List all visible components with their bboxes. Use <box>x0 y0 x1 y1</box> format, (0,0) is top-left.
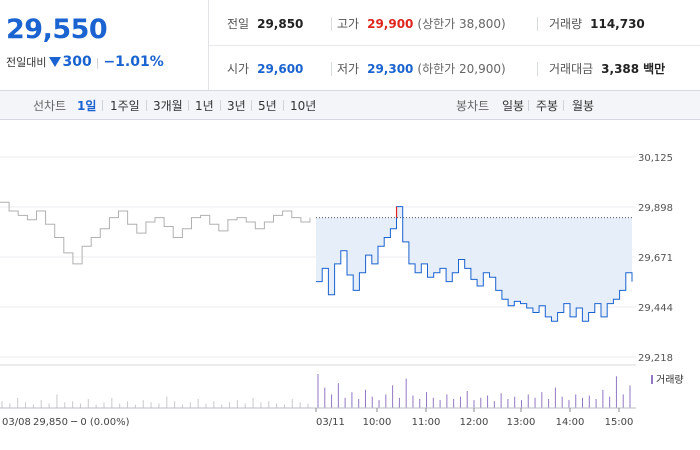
change-label: 전일대비 <box>6 56 47 69</box>
tab-1-year[interactable]: 1년 <box>195 99 214 113</box>
tab-3-years[interactable]: 3년 <box>227 99 246 113</box>
tab-monthly-candle[interactable]: 월봉 <box>572 99 595 113</box>
volume-bars <box>1 374 631 408</box>
y-tick-label: 29,898 <box>638 203 673 214</box>
x-tick-label: 11:00 <box>412 417 441 428</box>
divider <box>251 100 252 111</box>
tab-10-years[interactable]: 10년 <box>290 99 317 113</box>
x-tick-label: 13:00 <box>507 417 536 428</box>
stats-row-divider <box>209 45 700 46</box>
previous-day-price-line <box>0 201 311 265</box>
stat-open: 시가 29,600 <box>227 62 304 76</box>
down-triangle-icon <box>49 57 62 67</box>
y-axis-ticks: 30,125 29,898 29,671 29,444 29,218 <box>638 153 673 364</box>
divider <box>283 100 284 111</box>
price-summary: 29,550 전일대비 300 | −1.01% <box>0 0 209 90</box>
today-price-line <box>316 206 633 322</box>
chart-tab-bar: 선차트 1일 1주일 3개월 1년 3년 5년 10년 봉차트 일봉 주봉 월봉 <box>0 91 700 120</box>
stat-prev-close: 전일 29,850 <box>227 17 304 31</box>
tab-weekly-candle[interactable]: 주봉 <box>536 99 559 113</box>
x-tick-label: 15:00 <box>605 417 634 428</box>
stats-grid: 전일 29,850 고가 29,900 (상한가 38,800) 거래량 114,730… <box>209 0 700 90</box>
candle-chart-label: 봉차트 <box>456 99 490 113</box>
quote-header: 29,550 전일대비 300 | −1.01% 전일 29,850 고가 29,900(… <box>0 0 700 91</box>
y-tick-label: 29,671 <box>638 253 673 264</box>
divider <box>220 100 221 111</box>
volume-legend-swatch <box>651 375 653 384</box>
volume-legend: 거래량 <box>651 371 684 386</box>
divider <box>331 17 332 31</box>
y-tick-label: 29,218 <box>638 353 673 364</box>
divider <box>537 17 538 31</box>
x-tick-label: 10:00 <box>363 417 392 428</box>
x-axis-ticks: 03/11 10:00 11:00 12:00 13:00 14:00 15:00 <box>315 408 634 428</box>
divider <box>331 62 332 76</box>
divider <box>102 100 103 111</box>
stat-high: 고가 29,900 (상한가 38,800) <box>337 17 506 31</box>
volume-legend-label: 거래량 <box>656 375 684 386</box>
change-percent: −1.01% <box>103 54 164 70</box>
stat-low: 저가 29,300 (하한가 20,900) <box>337 62 506 76</box>
tab-1-week[interactable]: 1주일 <box>110 99 140 113</box>
previous-date-label: 03/08 <box>2 417 31 428</box>
x-tick-label: 12:00 <box>460 417 489 428</box>
x-tick-label: 03/11 <box>316 417 345 428</box>
x-tick-label: 14:00 <box>556 417 585 428</box>
tab-3-months[interactable]: 3개월 <box>153 99 183 113</box>
divider <box>188 100 189 111</box>
stat-turnover: 거래대금 3,388 백만 <box>549 62 666 76</box>
y-tick-label: 29,444 <box>638 303 673 314</box>
tab-5-years[interactable]: 5년 <box>258 99 277 113</box>
divider <box>537 62 538 76</box>
change-amount: 300 <box>62 54 92 70</box>
divider <box>528 100 529 111</box>
stat-volume: 거래량 114,730 <box>549 17 645 31</box>
divider <box>146 100 147 111</box>
current-price: 29,550 <box>6 14 108 45</box>
tab-daily-candle[interactable]: 일봉 <box>502 99 525 113</box>
line-chart-label: 선차트 <box>33 99 67 113</box>
divider: | <box>95 56 100 69</box>
price-chart: 30,125 29,898 29,671 29,444 29,218 03/11 10:0… <box>0 153 673 428</box>
divider <box>563 100 564 111</box>
y-tick-label: 30,125 <box>638 153 673 164</box>
change-row: 전일대비 300 | −1.01% <box>6 54 164 70</box>
today-fill-area <box>316 206 632 322</box>
previous-day-summary: 29,850 ─ 0 (0.00%) <box>33 417 130 428</box>
tab-1-day[interactable]: 1일 <box>77 99 97 113</box>
